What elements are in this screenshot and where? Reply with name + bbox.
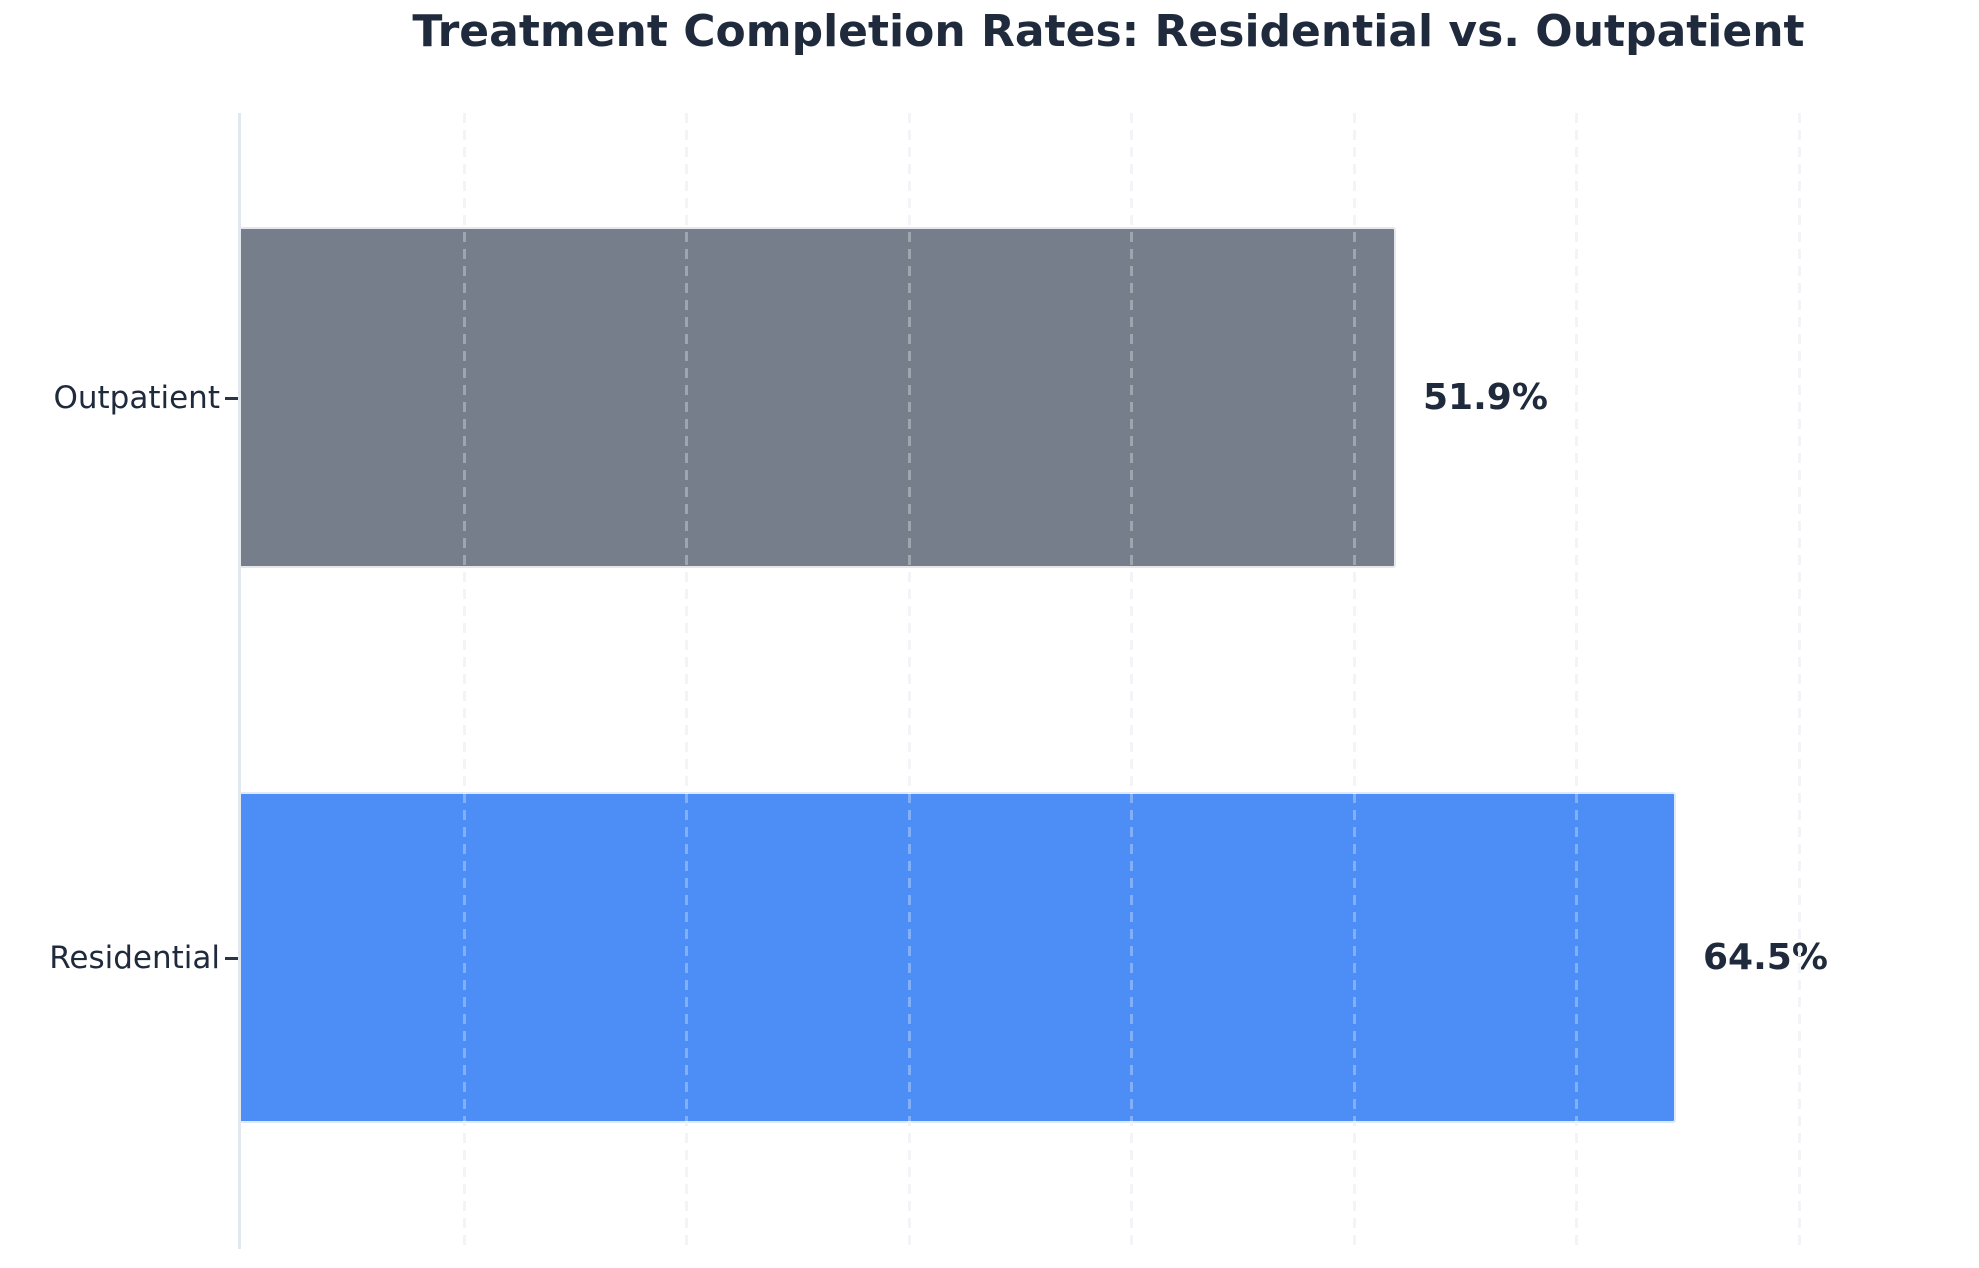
bar-outpatient [241, 227, 1396, 568]
x-gridline-20 [685, 113, 688, 1249]
value-label-outpatient: 51.9% [1423, 377, 1548, 418]
y-axis-tick-residential [225, 957, 238, 960]
y-axis-tick-outpatient [225, 397, 238, 400]
x-gridline-10 [463, 113, 466, 1249]
x-gridline-40 [1130, 113, 1133, 1249]
x-gridline-30 [908, 113, 911, 1249]
y-axis-label-residential: Residential [49, 940, 220, 976]
x-gridline-60 [1575, 113, 1578, 1249]
x-gridline-10 [463, 113, 466, 1249]
x-gridline-70 [1798, 113, 1801, 1249]
chart-title: Treatment Completion Rates: Residential … [412, 6, 1805, 57]
plot-area [225, 113, 1979, 1249]
value-label-residential: 64.5% [1703, 937, 1828, 978]
bar-residential [241, 792, 1676, 1123]
x-gridline-40 [1130, 113, 1133, 1249]
x-gridline-20 [685, 113, 688, 1249]
x-gridline-50 [1353, 113, 1356, 1249]
x-gridline-30 [908, 113, 911, 1249]
y-axis-label-outpatient: Outpatient [53, 380, 220, 416]
x-gridline-60 [1575, 113, 1578, 1249]
x-gridline-50 [1353, 113, 1356, 1249]
x-gridline-70 [1798, 113, 1801, 1249]
